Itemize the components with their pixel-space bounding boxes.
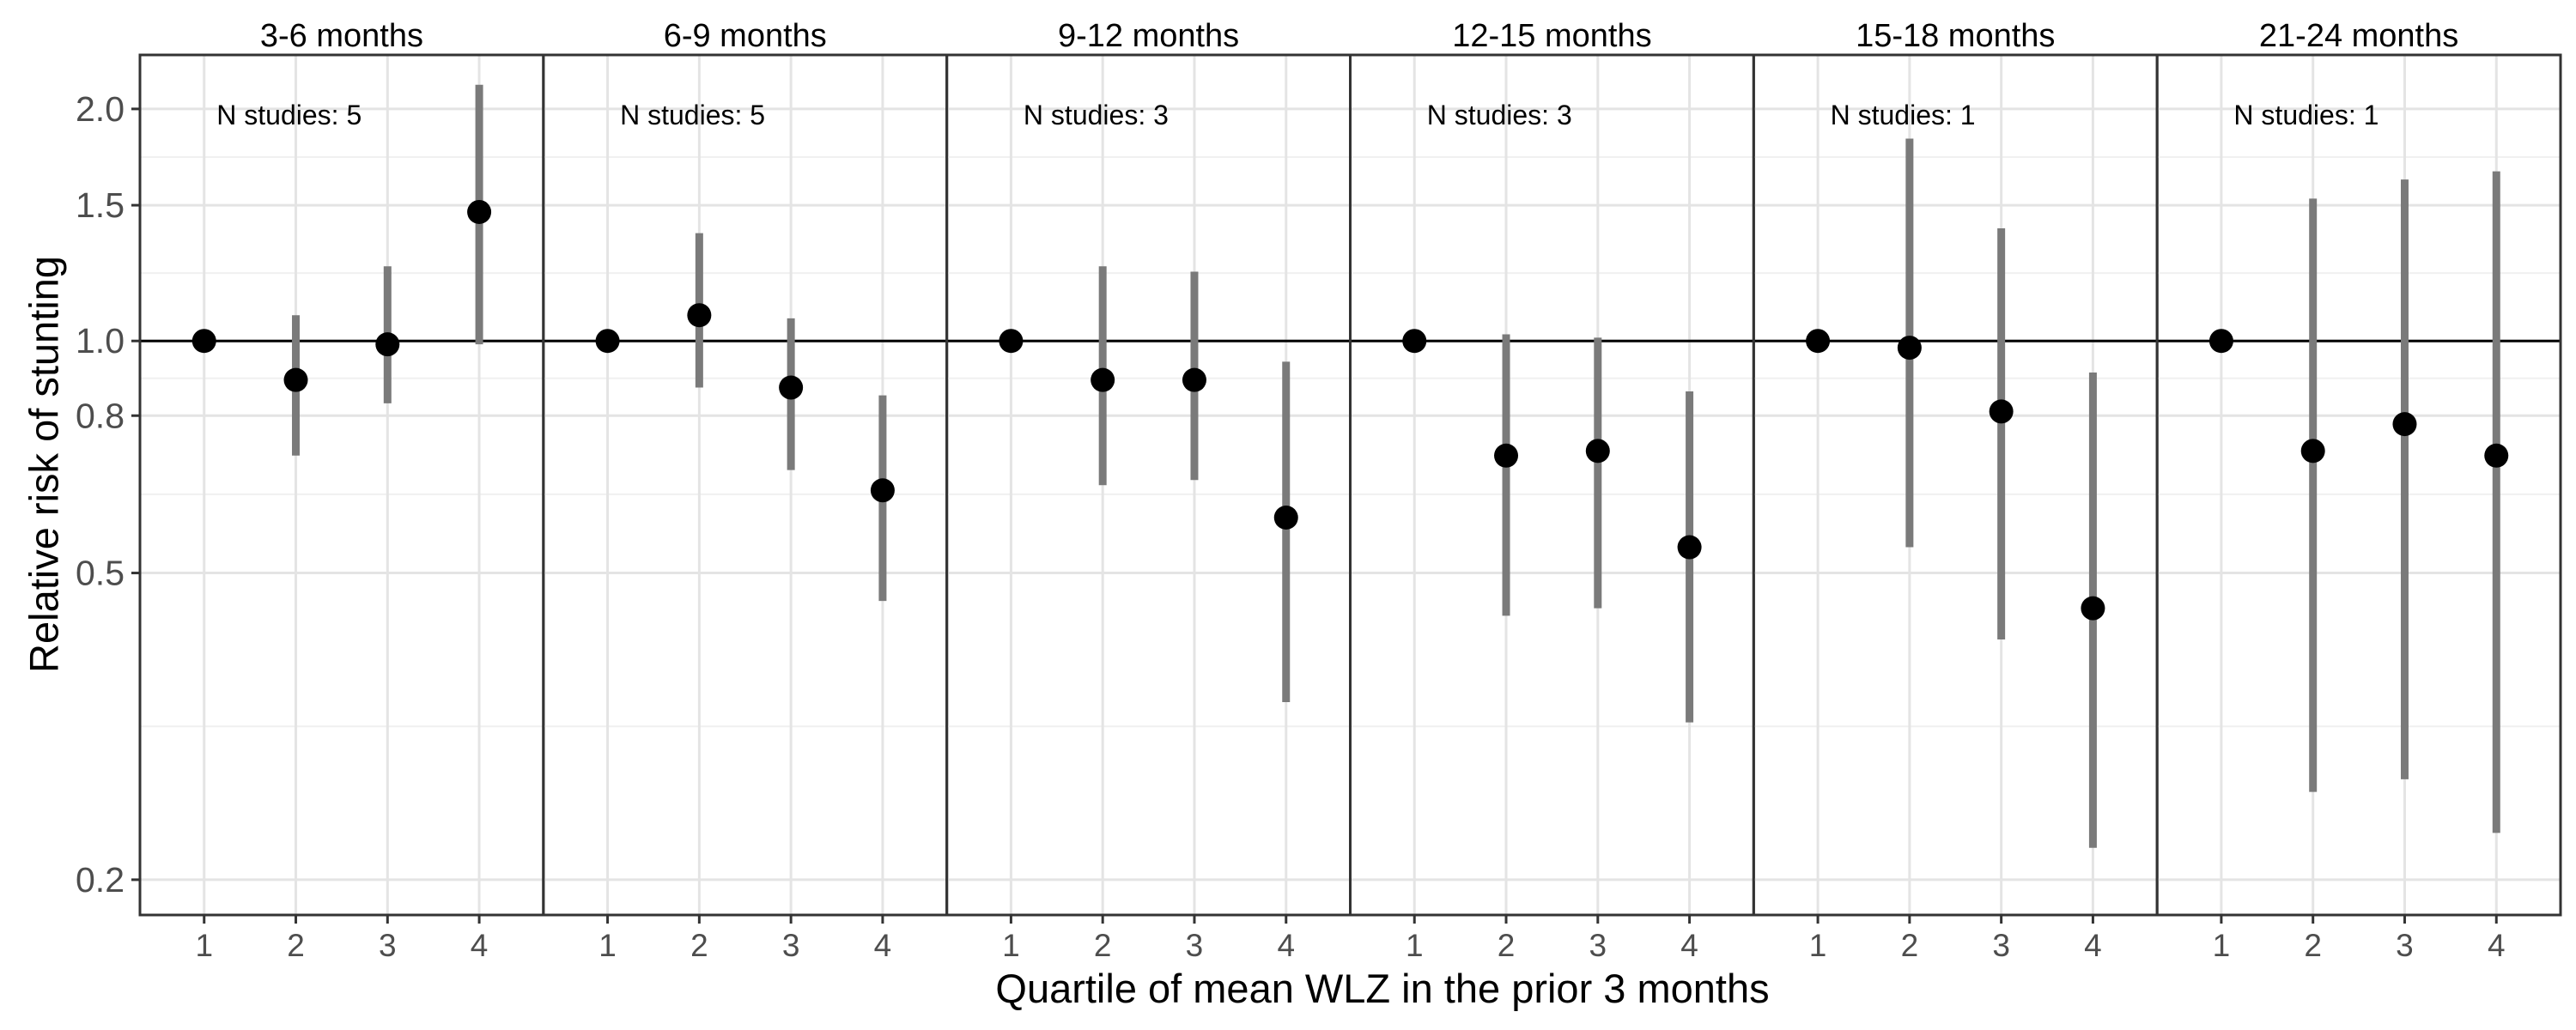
x-tick-label: 2 — [1901, 928, 1919, 963]
x-tick-label: 2 — [1094, 928, 1112, 963]
y-tick-label: 0.2 — [76, 860, 125, 900]
facet-panel: 15-18 months N studies: 1 1 2 3 4 — [1752, 18, 2159, 963]
x-tick-label: 1 — [598, 928, 617, 963]
estimate-point — [595, 329, 620, 354]
estimate-point — [870, 478, 895, 503]
estimate-point — [1402, 329, 1427, 354]
facet-panels: 3-6 months N studies: 5 1 2 3 4 6-9 months N st… — [138, 18, 2562, 963]
x-tick-label: 3 — [1589, 928, 1607, 963]
x-tick-label: 1 — [2213, 928, 2231, 963]
estimate-point — [1897, 336, 1922, 360]
y-tick-label: 0.5 — [76, 554, 125, 593]
x-tick-label: 3 — [782, 928, 800, 963]
x-tick-label: 4 — [471, 928, 489, 963]
y-tick-label: 1.5 — [76, 185, 125, 225]
estimate-point — [779, 375, 804, 400]
x-tick-label: 1 — [1809, 928, 1827, 963]
facet-panel: 9-12 months N studies: 3 1 2 3 4 — [945, 18, 1352, 963]
x-tick-label: 4 — [2488, 928, 2506, 963]
estimate-point — [1806, 329, 1831, 354]
estimate-point — [2208, 329, 2233, 354]
estimate-point — [1677, 535, 1702, 560]
facet-strip-label: 12-15 months — [1452, 18, 1651, 54]
estimate-point — [1273, 506, 1298, 530]
y-tick-label: 0.8 — [76, 396, 125, 435]
panel-border — [2155, 53, 2562, 917]
x-tick-label: 3 — [379, 928, 397, 963]
n-studies-label: N studies: 1 — [2233, 100, 2379, 130]
facet-panel: 21-24 months N studies: 1 1 2 3 4 — [2155, 18, 2562, 963]
x-tick-label: 1 — [195, 928, 213, 963]
estimate-point — [2081, 596, 2105, 621]
x-tick-label: 4 — [2084, 928, 2102, 963]
estimate-point — [1585, 439, 1610, 464]
x-tick-label: 1 — [1406, 928, 1424, 963]
estimate-point — [2484, 443, 2509, 468]
x-tick-label: 4 — [1680, 928, 1698, 963]
x-tick-label: 3 — [1186, 928, 1204, 963]
x-tick-label: 2 — [2304, 928, 2322, 963]
estimate-point — [2392, 412, 2417, 437]
x-tick-label: 2 — [1498, 928, 1516, 963]
y-axis-title: Relative risk of stunting — [21, 256, 66, 673]
estimate-point — [1494, 443, 1519, 468]
estimate-point — [687, 303, 712, 328]
n-studies-label: N studies: 5 — [216, 100, 361, 130]
x-tick-label: 3 — [2396, 928, 2414, 963]
n-studies-label: N studies: 1 — [1831, 100, 1976, 130]
x-tick-label: 1 — [1002, 928, 1020, 963]
y-tick-label: 1.0 — [76, 321, 125, 360]
estimate-point — [375, 332, 400, 357]
n-studies-label: N studies: 5 — [620, 100, 765, 130]
facet-strip-label: 15-18 months — [1856, 18, 2055, 54]
x-tick-label: 4 — [874, 928, 892, 963]
facet-strip-label: 9-12 months — [1058, 18, 1239, 54]
estimate-point — [2300, 439, 2325, 464]
estimate-point — [1989, 399, 2014, 424]
estimate-point — [283, 367, 308, 392]
x-axis-title: Quartile of mean WLZ in the prior 3 mont… — [995, 966, 1769, 1011]
x-tick-label: 2 — [287, 928, 305, 963]
facet-panel: 12-15 months N studies: 3 1 2 3 4 — [1349, 18, 1755, 963]
x-tick-label: 2 — [690, 928, 708, 963]
estimate-point — [1182, 367, 1206, 392]
x-tick-label: 3 — [1992, 928, 2010, 963]
estimate-point — [191, 329, 216, 354]
estimate-point — [467, 199, 492, 224]
facet-strip-label: 3-6 months — [260, 18, 423, 54]
y-tick-label: 2.0 — [76, 89, 125, 129]
estimate-point — [1091, 367, 1115, 392]
facet-strip-label: 6-9 months — [664, 18, 827, 54]
n-studies-label: N studies: 3 — [1427, 100, 1572, 130]
facet-panel: 3-6 months N studies: 5 1 2 3 4 — [138, 18, 545, 963]
estimate-point — [999, 329, 1024, 354]
facet-panel: 6-9 months N studies: 5 1 2 3 4 — [542, 18, 949, 963]
x-tick-label: 4 — [1277, 928, 1295, 963]
facet-strip-label: 21-24 months — [2259, 18, 2458, 54]
y-axis: 0.2 0.5 0.8 1.0 1.5 2.0 — [76, 89, 140, 900]
n-studies-label: N studies: 3 — [1024, 100, 1169, 130]
